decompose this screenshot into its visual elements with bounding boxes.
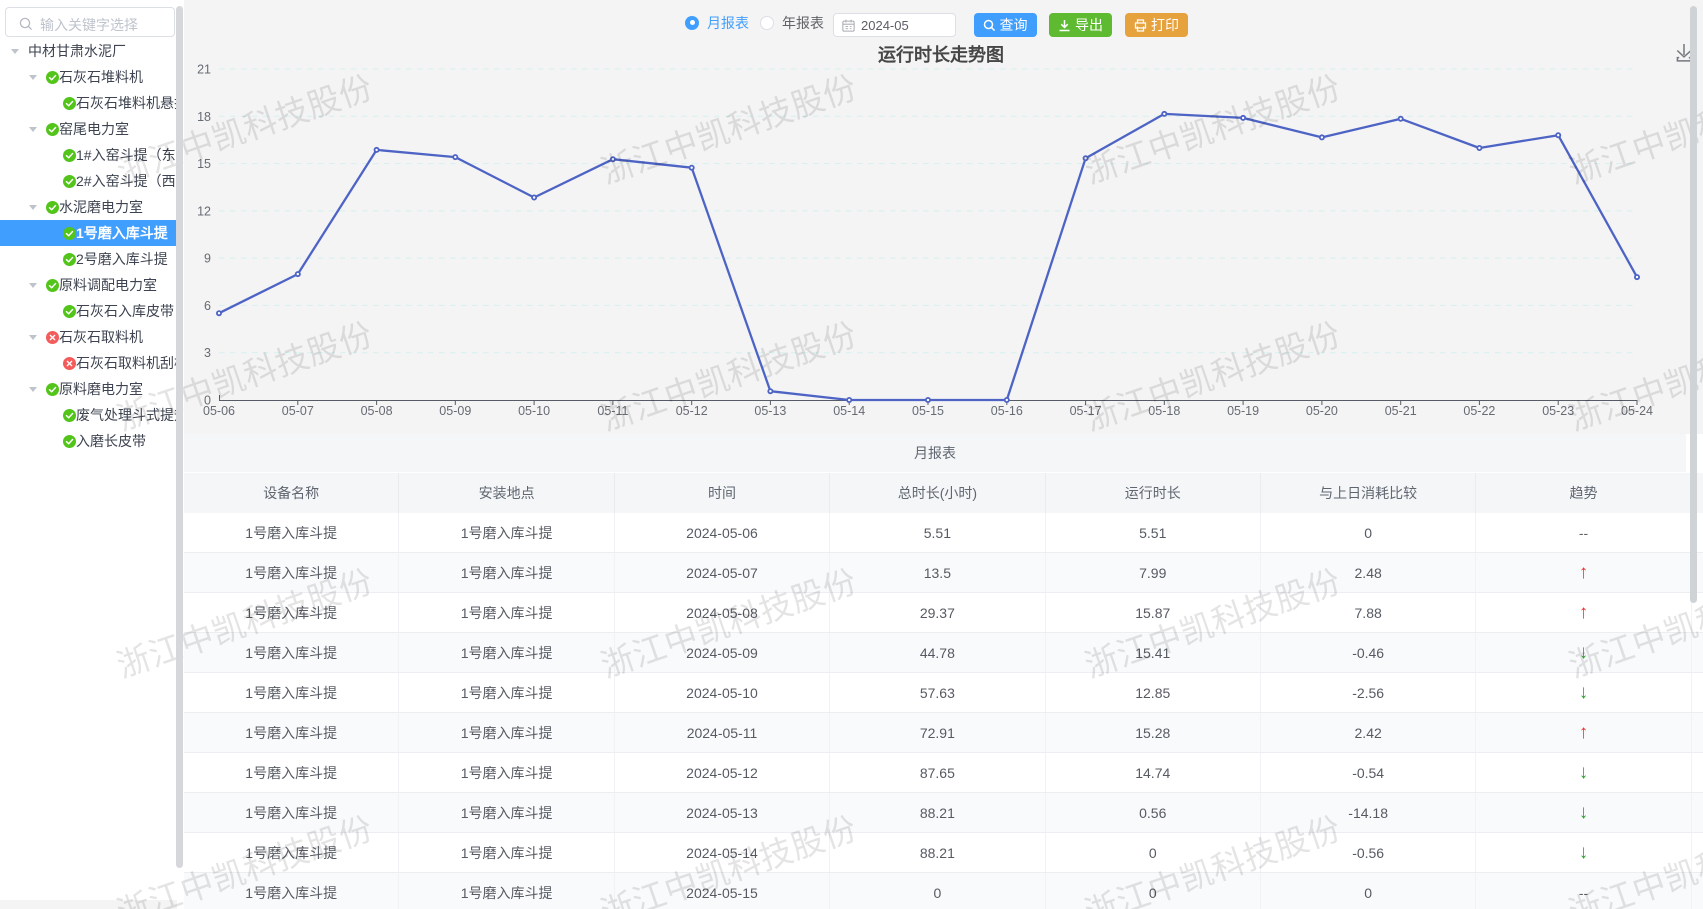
svg-text:05-21: 05-21 xyxy=(1385,404,1417,418)
svg-text:6: 6 xyxy=(204,299,211,313)
svg-text:05-10: 05-10 xyxy=(518,404,550,418)
svg-text:05-07: 05-07 xyxy=(282,404,314,418)
svg-text:15: 15 xyxy=(197,157,211,171)
svg-text:3: 3 xyxy=(204,346,211,360)
svg-text:05-13: 05-13 xyxy=(754,404,786,418)
svg-text:0: 0 xyxy=(204,394,211,408)
svg-text:05-19: 05-19 xyxy=(1227,404,1259,418)
svg-text:05-24: 05-24 xyxy=(1621,404,1653,418)
svg-text:05-17: 05-17 xyxy=(1070,404,1102,418)
svg-text:05-09: 05-09 xyxy=(439,404,471,418)
svg-text:9: 9 xyxy=(204,252,211,266)
svg-text:05-12: 05-12 xyxy=(676,404,708,418)
svg-text:05-06: 05-06 xyxy=(203,404,235,418)
svg-text:05-11: 05-11 xyxy=(597,404,628,418)
svg-text:05-16: 05-16 xyxy=(991,404,1023,418)
svg-text:05-15: 05-15 xyxy=(912,404,944,418)
svg-text:05-20: 05-20 xyxy=(1306,404,1338,418)
svg-text:05-08: 05-08 xyxy=(361,404,393,418)
svg-text:21: 21 xyxy=(197,63,211,77)
svg-text:18: 18 xyxy=(197,110,211,124)
svg-text:05-23: 05-23 xyxy=(1542,404,1574,418)
svg-text:05-14: 05-14 xyxy=(833,404,865,418)
svg-text:05-18: 05-18 xyxy=(1148,404,1180,418)
svg-text:12: 12 xyxy=(197,204,211,218)
svg-text:05-22: 05-22 xyxy=(1463,404,1495,418)
